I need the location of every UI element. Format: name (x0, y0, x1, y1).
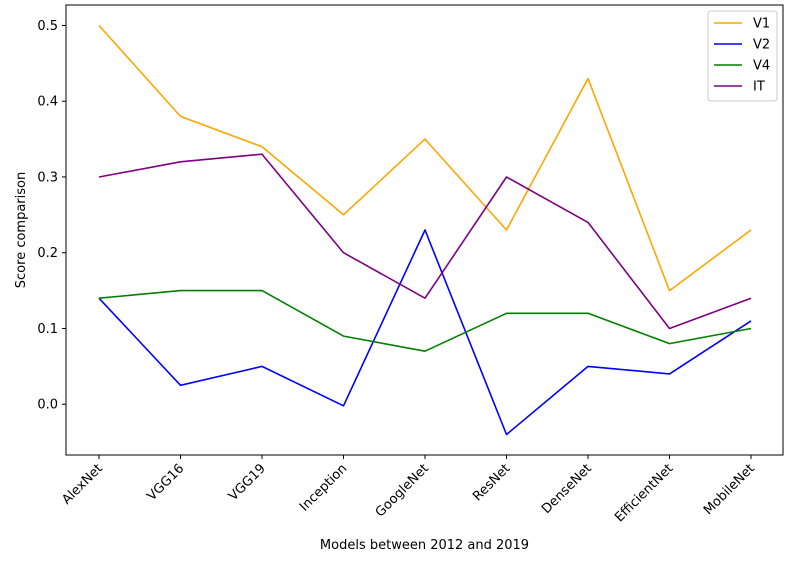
y-tick-label: 0.5 (37, 19, 58, 34)
y-tick-label: 0.0 (37, 398, 58, 413)
x-axis: AlexNet VGG16 VGG19 Inception GoogleNet ResNe… (59, 455, 758, 525)
x-tick-label: EfficientNet (612, 461, 676, 525)
series-line-it (98, 153, 752, 330)
y-axis: 0.0 0.1 0.2 0.3 0.4 0.5 (37, 19, 66, 413)
legend-label: V1 (753, 17, 770, 32)
legend-box (707, 10, 778, 102)
x-axis-title: Models between 2012 and 2019 (320, 538, 529, 553)
x-tick-label: AlexNet (59, 461, 106, 508)
x-tick-label: GoogleNet (373, 461, 432, 520)
y-axis-title: Score comparison (14, 172, 29, 288)
y-tick-label: 0.2 (37, 246, 58, 261)
y-tick-label: 0.1 (37, 322, 58, 337)
legend: V1 V2 V4 IT (707, 10, 778, 102)
series-line-v4 (98, 289, 752, 353)
x-tick-label: VGG19 (226, 461, 269, 504)
series-line-v1 (98, 24, 752, 292)
legend-label: V2 (753, 38, 770, 53)
x-tick-label: ResNet (470, 461, 513, 504)
series-layer (98, 24, 752, 436)
legend-label: IT (753, 80, 765, 95)
x-tick-label: VGG16 (144, 461, 187, 504)
y-tick-label: 0.3 (37, 170, 58, 185)
x-tick-label: Inception (297, 461, 350, 514)
x-tick-label: MobileNet (701, 461, 758, 518)
series-line-v2 (98, 229, 752, 436)
y-tick-label: 0.4 (37, 95, 58, 110)
legend-label: V4 (753, 59, 770, 74)
x-tick-label: DenseNet (539, 461, 595, 517)
